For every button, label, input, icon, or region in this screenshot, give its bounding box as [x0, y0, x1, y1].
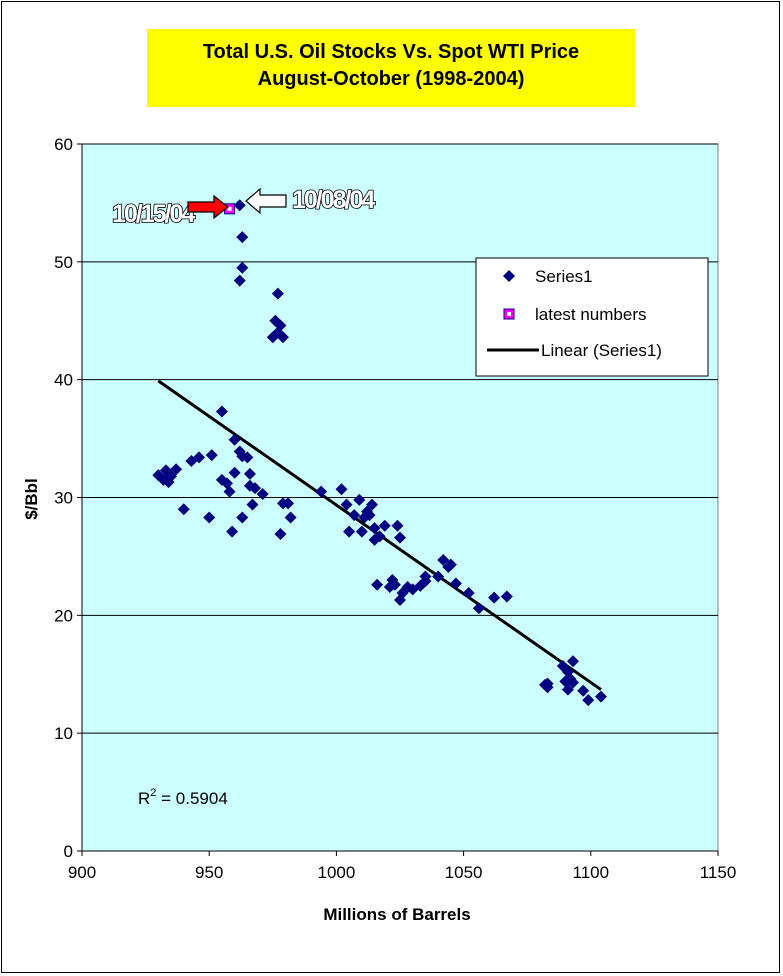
- legend-entry: Linear (Series1): [541, 341, 662, 360]
- legend-marker-latest-inner: [507, 312, 511, 316]
- x-tick-label: 1000: [317, 863, 355, 882]
- y-axis-title: $/Bbl: [22, 478, 41, 520]
- y-tick-label: 30: [54, 489, 73, 508]
- x-tick-label: 1150: [700, 863, 737, 882]
- x-tick-label: 900: [68, 863, 96, 882]
- legend: Series1 latest numbers Linear (Series1): [476, 258, 708, 376]
- annotation-label-10-08-04: 10/08/04: [292, 186, 375, 214]
- legend-entry: latest numbers: [535, 305, 647, 324]
- x-tick-label: 1050: [445, 863, 483, 882]
- y-tick-label: 20: [54, 606, 73, 625]
- y-tick-label: 0: [64, 842, 73, 861]
- annotation-label-10-15-04: 10/15/04: [112, 200, 195, 228]
- legend-entry: Series1: [535, 267, 593, 286]
- y-tick-label: 40: [54, 371, 73, 390]
- y-tick-label: 10: [54, 724, 73, 743]
- x-tick-label: 950: [195, 863, 223, 882]
- y-tick-label: 60: [54, 135, 73, 154]
- x-axis-title: Millions of Barrels: [323, 905, 470, 924]
- x-tick-label: 1100: [573, 863, 610, 882]
- y-tick-label: 50: [54, 253, 73, 272]
